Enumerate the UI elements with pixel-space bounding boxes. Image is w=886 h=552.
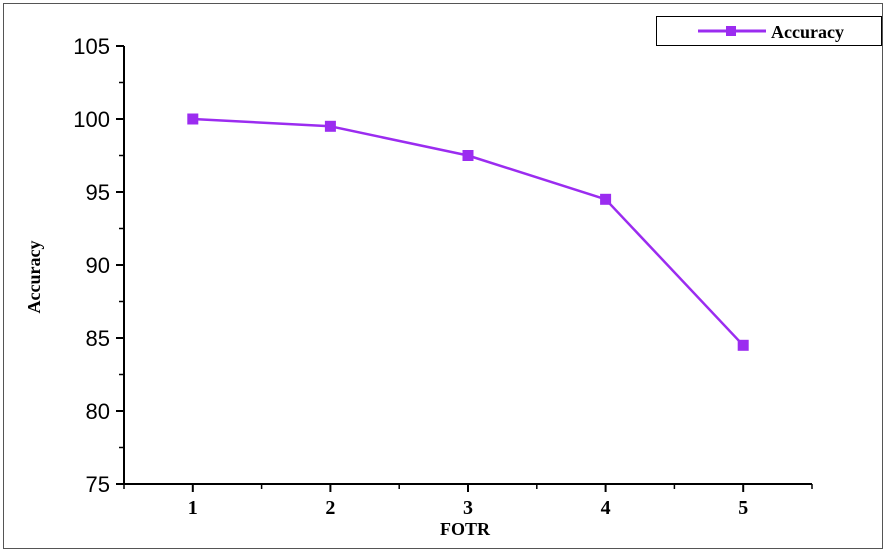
y-tick-label: 90 (86, 253, 110, 278)
x-tick-label: 1 (188, 497, 198, 519)
y-tick-label: 75 (86, 472, 110, 497)
legend: Accuracy (656, 16, 882, 46)
data-point (600, 193, 612, 205)
y-tick-label: 95 (86, 180, 110, 205)
y-tick-label: 80 (86, 399, 110, 424)
x-tick-label: 5 (738, 497, 748, 519)
data-point (737, 339, 749, 351)
legend-marker (726, 26, 736, 36)
y-tick-label: 105 (73, 34, 110, 59)
x-tick-label: 4 (601, 497, 611, 519)
x-axis-ticks: 1 2 3 4 5 (123, 484, 813, 519)
series-layer (187, 113, 749, 351)
y-tick-label: 85 (86, 326, 110, 351)
x-axis-title: FOTR (440, 519, 491, 539)
legend-label: Accuracy (771, 22, 844, 42)
x-tick-label: 2 (325, 497, 335, 519)
x-tick-label: 3 (463, 497, 473, 519)
y-tick-label: 100 (73, 107, 110, 132)
data-point (324, 120, 336, 132)
data-point (187, 113, 199, 125)
y-axis-ticks: 75 80 85 90 95 100 105 (73, 34, 124, 497)
y-axis-title: Accuracy (24, 241, 44, 314)
chart-frame (3, 3, 883, 549)
legend-box (656, 16, 882, 46)
data-point (462, 150, 474, 161)
